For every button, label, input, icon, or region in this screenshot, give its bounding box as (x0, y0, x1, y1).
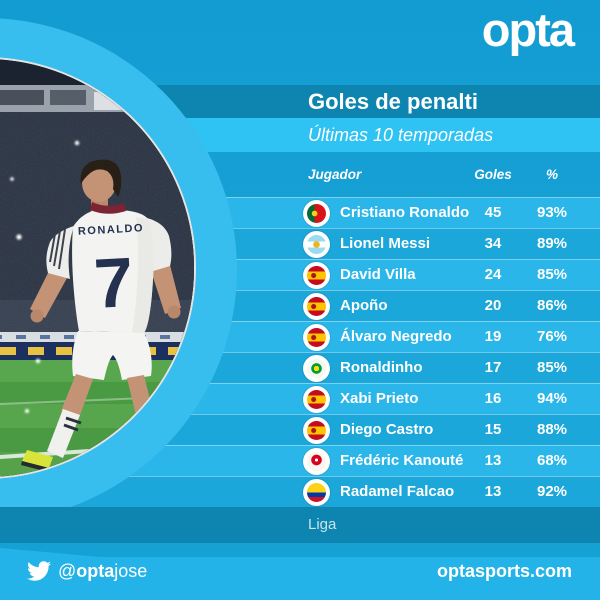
pct-value: 89% (536, 235, 568, 252)
player-name: Xabi Prieto (340, 390, 419, 407)
pct-value: 85% (536, 266, 568, 283)
spain-flag-icon (303, 293, 330, 320)
pct-value: 93% (536, 204, 568, 221)
pct-value: 76% (536, 328, 568, 345)
spain-flag-icon (303, 386, 330, 413)
brazil-badge-icon (303, 355, 330, 382)
goals-value: 17 (484, 359, 502, 376)
player-name: Diego Castro (340, 421, 434, 438)
pct-value: 68% (536, 452, 568, 469)
pct-value: 85% (536, 359, 568, 376)
goals-value: 13 (484, 483, 502, 500)
goals-value: 45 (484, 204, 502, 221)
league-note: Liga (308, 516, 337, 533)
goals-value: 24 (484, 266, 502, 283)
pct-value: 92% (536, 483, 568, 500)
opta-logo: opta (481, 3, 575, 56)
spain-flag-icon (303, 324, 330, 351)
player-name: Apoño (340, 297, 388, 314)
twitter-at: @ (58, 560, 77, 581)
twitter-handle-link[interactable]: @optajose (27, 556, 147, 586)
page-subtitle: Últimas 10 temporadas (308, 125, 494, 145)
player-name: Ronaldinho (340, 359, 423, 376)
column-header-player: Jugador (308, 167, 362, 182)
goals-value: 34 (484, 235, 502, 252)
pct-value: 94% (536, 390, 568, 407)
player-name: Radamel Falcao (340, 483, 455, 500)
player-name: Álvaro Negredo (340, 328, 452, 345)
goals-value: 15 (484, 421, 502, 438)
pct-value: 88% (536, 421, 568, 438)
player-figure: RONALDO 7 (21, 159, 181, 472)
column-header-goals: Goles (474, 167, 512, 182)
website-link[interactable]: optasports.com (436, 561, 572, 581)
column-header-pct: % (545, 167, 558, 182)
player-name: Cristiano Ronaldo (340, 204, 470, 221)
player-name: David Villa (340, 266, 416, 283)
twitter-bird-icon (27, 559, 51, 583)
sevilla-badge-icon (303, 448, 330, 475)
league-band (0, 507, 600, 543)
portugal-flag-icon (303, 200, 330, 227)
twitter-opta: opta (76, 560, 115, 581)
colombia-flag-icon (303, 479, 330, 506)
player-name: Frédéric Kanouté (340, 452, 464, 469)
goals-value: 13 (484, 452, 502, 469)
goals-value: 19 (484, 328, 502, 345)
argentina-flag-icon (303, 231, 330, 258)
pct-value: 86% (536, 297, 568, 314)
goals-value: 20 (484, 297, 502, 314)
shirt-number-text: 7 (92, 243, 135, 323)
twitter-jose: jose (114, 560, 148, 581)
player-name: Lionel Messi (340, 235, 431, 252)
shirt-name-text: RONALDO (78, 222, 145, 237)
spain-flag-icon (303, 262, 330, 289)
goals-value: 16 (484, 390, 502, 407)
page-title: Goles de penalti (308, 89, 478, 114)
spain-flag-icon (303, 417, 330, 444)
